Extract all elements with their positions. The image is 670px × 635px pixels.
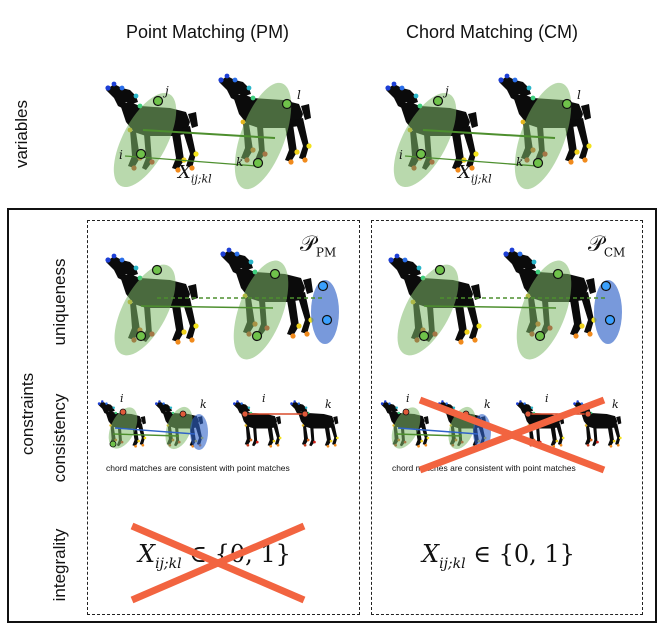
consistency-label-i: i: [120, 392, 124, 405]
consistency-label-i: i: [262, 392, 266, 405]
point-j: [152, 95, 164, 107]
point: [269, 268, 281, 280]
point: [321, 314, 333, 326]
consistency-label-i: i: [545, 392, 549, 405]
cm-variable-label: Xij;kl: [458, 162, 492, 186]
pm-consistency-note: chord matches are consistent with point …: [106, 463, 290, 473]
pm-panel: [87, 220, 360, 615]
label-i: i: [399, 148, 403, 162]
label-j: j: [445, 84, 449, 98]
point-i: [135, 148, 147, 160]
match-line: [124, 155, 258, 167]
green-ellipse-target: [234, 82, 292, 190]
cm-column-title: Chord Matching (CM): [406, 22, 579, 42]
pm-variables-figure: [105, 73, 312, 190]
point-j: [432, 95, 444, 107]
label-k: k: [516, 155, 524, 169]
consistency-label-k: k: [325, 398, 332, 411]
match-line: [142, 129, 276, 139]
pm-consistency-figure: [97, 400, 339, 450]
label-k: k: [236, 155, 244, 169]
green-ellipse-target: [233, 260, 289, 360]
point-l: [281, 98, 293, 110]
pm-uniqueness-figure: [105, 247, 339, 360]
consistency-label-k: k: [484, 398, 491, 411]
cm-consistency-cross: [418, 396, 606, 474]
point: [251, 330, 263, 342]
label-l: l: [577, 88, 581, 102]
cm-uniqueness-figure: [388, 247, 622, 360]
match-line: [404, 155, 538, 167]
point: [600, 280, 612, 292]
label-j: j: [165, 84, 169, 98]
label-l: l: [297, 88, 301, 102]
point-l: [561, 98, 573, 110]
constraints-row-label: constraints: [18, 372, 37, 456]
cm-integrality-formula: Xij;kl ∈ {0, 1}: [422, 540, 575, 572]
green-ellipse-source: [397, 264, 459, 356]
cm-variables-figure: [385, 73, 592, 190]
green-ellipse-target: [514, 82, 572, 190]
consistency-label-i: i: [406, 392, 410, 405]
point: [534, 330, 546, 342]
green-ellipse-source: [114, 264, 176, 356]
point-k: [532, 157, 544, 169]
consistency-label-k: k: [200, 398, 207, 411]
match-line: [140, 305, 274, 309]
consistency-row-label: consistency: [50, 393, 69, 483]
green-ellipse-source: [393, 92, 457, 188]
cm-panel: [371, 220, 643, 615]
blue-ellipse: [594, 280, 622, 344]
pm-integrality-cross: [130, 522, 306, 604]
pm-polytope-label: 𝒫PM: [300, 232, 337, 260]
pm-integrality-formula: Xij;kl ∈ {0, 1}: [138, 540, 291, 572]
pm-variable-label: Xij;kl: [178, 162, 212, 186]
constraints-box: [7, 208, 657, 623]
point: [434, 264, 446, 276]
match-line: [423, 305, 557, 309]
point-k: [252, 157, 264, 169]
point: [317, 280, 329, 292]
uniqueness-row-label: uniqueness: [50, 258, 69, 346]
point: [135, 330, 147, 342]
variables-row-label: variables: [12, 99, 31, 169]
point: [604, 314, 616, 326]
green-ellipse-source: [113, 92, 177, 188]
cm-consistency-note: chord matches are consistent with point …: [392, 463, 576, 473]
consistency-label-k: k: [612, 398, 619, 411]
point: [151, 264, 163, 276]
pm-column-title: Point Matching (PM): [126, 22, 290, 42]
cm-polytope-label: 𝒫CM: [588, 232, 626, 260]
green-ellipse-target: [516, 260, 572, 360]
integrality-row-label: integrality: [50, 528, 69, 602]
match-line: [422, 129, 556, 139]
point-i: [415, 148, 427, 160]
point: [552, 268, 564, 280]
blue-ellipse: [311, 280, 339, 344]
label-i: i: [119, 148, 123, 162]
point: [418, 330, 430, 342]
